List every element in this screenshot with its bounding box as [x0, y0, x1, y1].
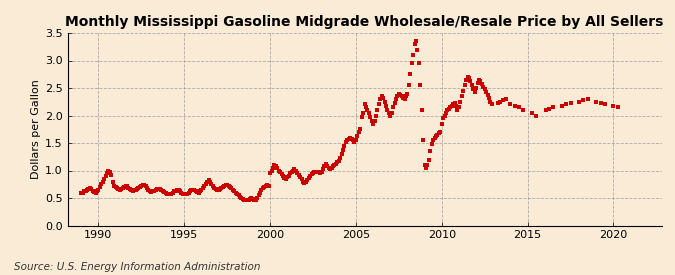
Title: Monthly Mississippi Gasoline Midgrade Wholesale/Resale Price by All Sellers: Monthly Mississippi Gasoline Midgrade Wh… — [65, 15, 664, 29]
Text: Source: U.S. Energy Information Administration: Source: U.S. Energy Information Administ… — [14, 262, 260, 272]
Y-axis label: Dollars per Gallon: Dollars per Gallon — [31, 79, 40, 179]
